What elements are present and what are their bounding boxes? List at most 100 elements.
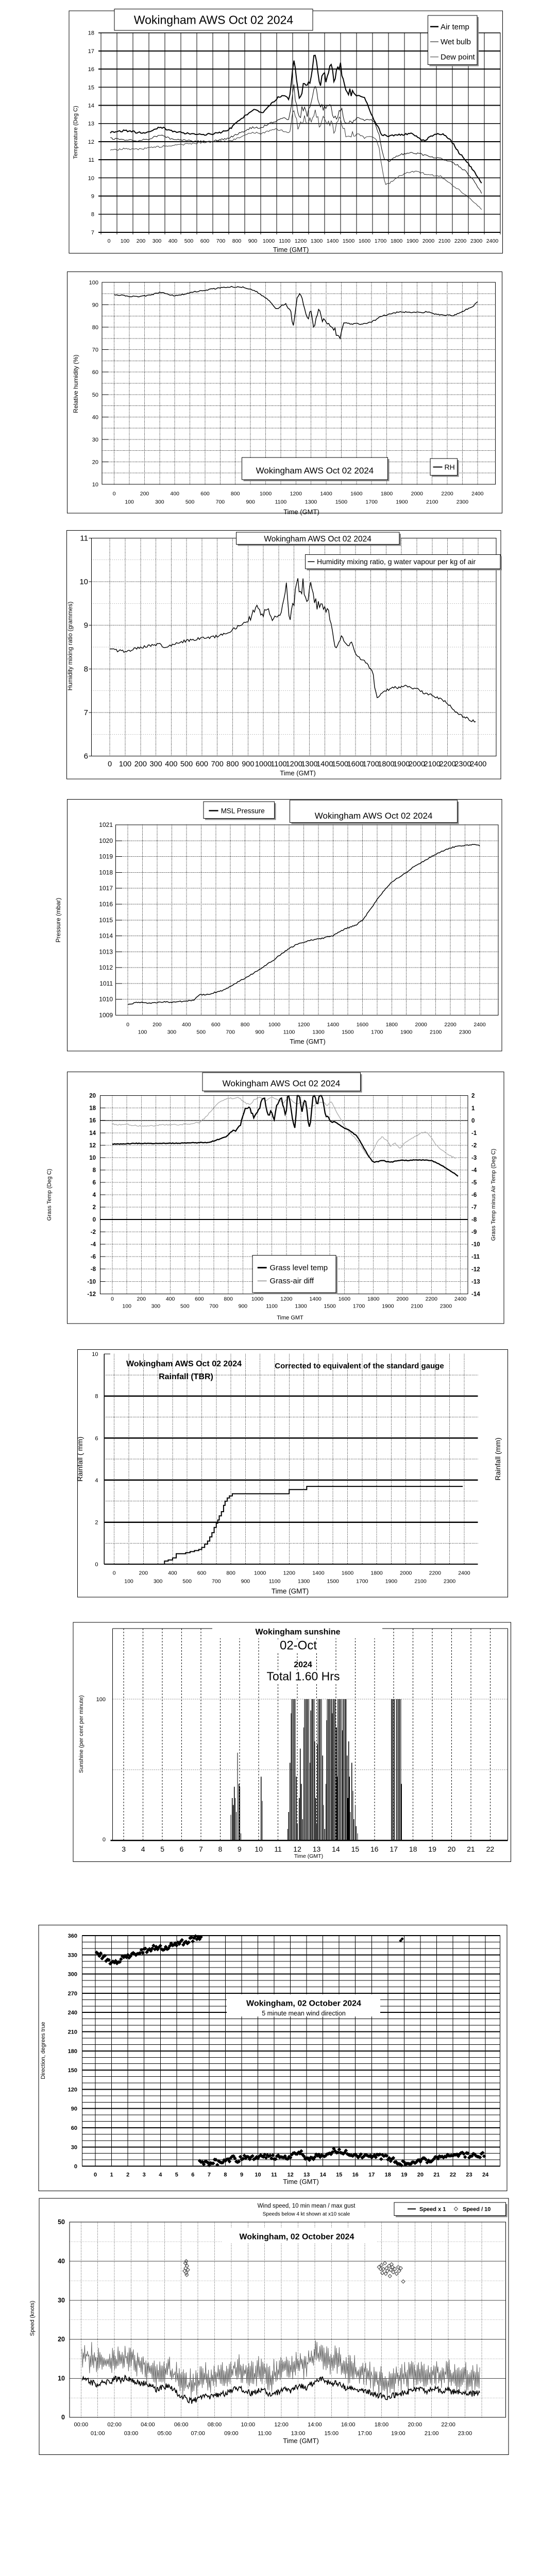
svg-text:1600: 1600 [357,1022,369,1028]
svg-text:1019: 1019 [99,853,113,860]
svg-text:1300: 1300 [305,499,317,505]
svg-text:Grass Temp minus Air Temp (Deg: Grass Temp minus Air Temp (Deg C) [491,1149,497,1241]
svg-text:-8: -8 [91,1266,96,1273]
svg-text:60: 60 [92,369,98,376]
svg-text:19:00: 19:00 [391,2431,405,2437]
svg-text:1700: 1700 [375,238,387,244]
svg-text:700: 700 [209,1303,218,1310]
svg-text:9: 9 [238,1845,242,1853]
svg-text:800: 800 [231,491,240,497]
svg-text:2300: 2300 [454,760,471,769]
svg-text:0: 0 [74,2164,77,2170]
svg-text:20:00: 20:00 [408,2422,422,2428]
svg-text:1400: 1400 [312,1570,325,1577]
svg-text:16:00: 16:00 [341,2422,356,2428]
svg-text:2400: 2400 [474,1022,486,1028]
svg-text:-13: -13 [471,1279,480,1285]
svg-text:800: 800 [241,1022,250,1028]
svg-text:0: 0 [113,1570,116,1577]
svg-text:100: 100 [122,1303,131,1310]
svg-text:1000: 1000 [263,238,275,244]
svg-text:Corrected to equivalent of the: Corrected to equivalent of the standard … [275,1362,444,1370]
svg-text:Wokingham AWS Oct 02 2024: Wokingham AWS Oct 02 2024 [315,811,433,821]
svg-text:9: 9 [91,194,94,200]
svg-text:22: 22 [450,2172,456,2178]
svg-text:17:00: 17:00 [358,2431,372,2437]
svg-text:2200: 2200 [429,1570,442,1577]
svg-text:02:00: 02:00 [107,2422,122,2428]
svg-text:900: 900 [255,1029,264,1036]
svg-text:2: 2 [471,1093,475,1099]
svg-text:1900: 1900 [393,760,410,769]
svg-text:Wokingham AWS Oct 02 2024: Wokingham AWS Oct 02 2024 [264,535,371,544]
svg-text:800: 800 [226,760,239,769]
svg-text:2200: 2200 [454,238,467,244]
svg-text:4: 4 [141,1845,145,1853]
svg-text:12: 12 [287,2172,293,2178]
svg-text:Speeds below 4 kt shown at x10: Speeds below 4 kt shown at x10 scale [263,2211,350,2217]
svg-text:2400: 2400 [458,1570,470,1577]
svg-text:2200: 2200 [439,760,455,769]
svg-text:9: 9 [240,2172,243,2178]
svg-text:270: 270 [68,1991,77,1997]
svg-text:900: 900 [246,499,255,505]
svg-text:1700: 1700 [371,1029,383,1036]
svg-text:17: 17 [88,48,94,55]
svg-text:1400: 1400 [327,238,339,244]
svg-text:13: 13 [88,121,94,127]
svg-text:10: 10 [89,1155,96,1161]
svg-text:1000: 1000 [268,1022,281,1028]
svg-text:400: 400 [165,760,177,769]
svg-text:100: 100 [121,238,130,244]
svg-text:Time (GMT): Time (GMT) [283,2437,319,2445]
svg-text:100: 100 [89,280,98,286]
svg-text:1013: 1013 [99,948,113,955]
svg-text:30: 30 [71,2144,77,2150]
svg-text:0: 0 [471,1118,475,1124]
svg-text:900: 900 [241,1579,250,1585]
svg-text:1200: 1200 [280,1296,293,1302]
svg-text:40: 40 [58,2258,65,2265]
svg-text:Grass Temp (Deg C): Grass Temp (Deg C) [46,1169,53,1221]
svg-text:1200: 1200 [283,1570,296,1577]
svg-text:Time (GMT): Time (GMT) [272,1587,309,1595]
svg-text:20: 20 [448,1845,456,1853]
svg-text:500: 500 [184,238,194,244]
svg-text:210: 210 [68,2029,77,2036]
svg-text:Wind speed, 10 min mean / max: Wind speed, 10 min mean / max gust [258,2203,356,2209]
svg-text:RH: RH [445,463,455,471]
svg-text:-10: -10 [87,1279,96,1285]
svg-text:-12: -12 [471,1266,480,1273]
svg-text:120: 120 [68,2087,77,2093]
svg-text:0: 0 [61,2414,65,2421]
svg-text:0: 0 [111,1296,114,1302]
svg-text:700: 700 [211,760,224,769]
svg-text:0: 0 [108,238,111,244]
svg-text:5 minute mean wind direction: 5 minute mean wind direction [262,2010,346,2017]
svg-text:Humidity mixing ratio, g water: Humidity mixing ratio, g water vapour pe… [317,557,476,566]
svg-text:50: 50 [92,392,98,398]
svg-text:1600: 1600 [350,491,363,497]
svg-text:1014: 1014 [99,933,113,940]
svg-text:1800: 1800 [391,238,403,244]
svg-text:1600: 1600 [359,238,371,244]
svg-text:12:00: 12:00 [274,2422,289,2428]
svg-text:1100: 1100 [270,760,286,769]
svg-text:0: 0 [94,2172,97,2178]
svg-text:200: 200 [140,491,149,497]
svg-text:15:00: 15:00 [325,2431,339,2437]
svg-text:6: 6 [180,1845,184,1853]
svg-text:MSL Pressure: MSL Pressure [221,807,265,815]
svg-text:-9: -9 [471,1229,477,1235]
svg-text:2200: 2200 [426,1296,438,1302]
svg-text:-8: -8 [471,1217,477,1223]
svg-text:15: 15 [351,1845,360,1853]
svg-text:1200: 1200 [286,760,302,769]
svg-text:0: 0 [95,1562,98,1568]
svg-text:10: 10 [88,175,94,181]
svg-text:300: 300 [153,238,162,244]
svg-text:8: 8 [224,2172,227,2178]
svg-text:100: 100 [125,499,134,505]
svg-text:13: 13 [303,2172,310,2178]
svg-text:600: 600 [211,1022,221,1028]
